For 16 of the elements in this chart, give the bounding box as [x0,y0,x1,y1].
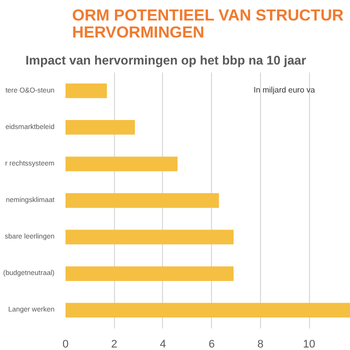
x-tick-label: 0 [62,338,69,350]
x-tick-label: 6 [208,338,215,350]
bar [66,120,135,135]
x-tick-label: 2 [111,338,118,350]
bar [66,266,234,281]
bar [66,156,178,172]
chart-subtitle: Impact van hervormingen op het bbp na 10 jaar [26,54,306,68]
x-tick-label: 4 [160,338,166,350]
chart-title: ORM POTENTIEEL VAN STRUCTUR HERVORMINGEN [72,8,344,42]
bar [66,230,234,244]
bar [66,193,219,208]
bar [66,302,350,318]
x-tick-label: 8 [257,338,264,350]
annotation: In miljard euro va [254,85,316,94]
x-tick-label: 10 [302,338,316,350]
bar [66,83,107,98]
